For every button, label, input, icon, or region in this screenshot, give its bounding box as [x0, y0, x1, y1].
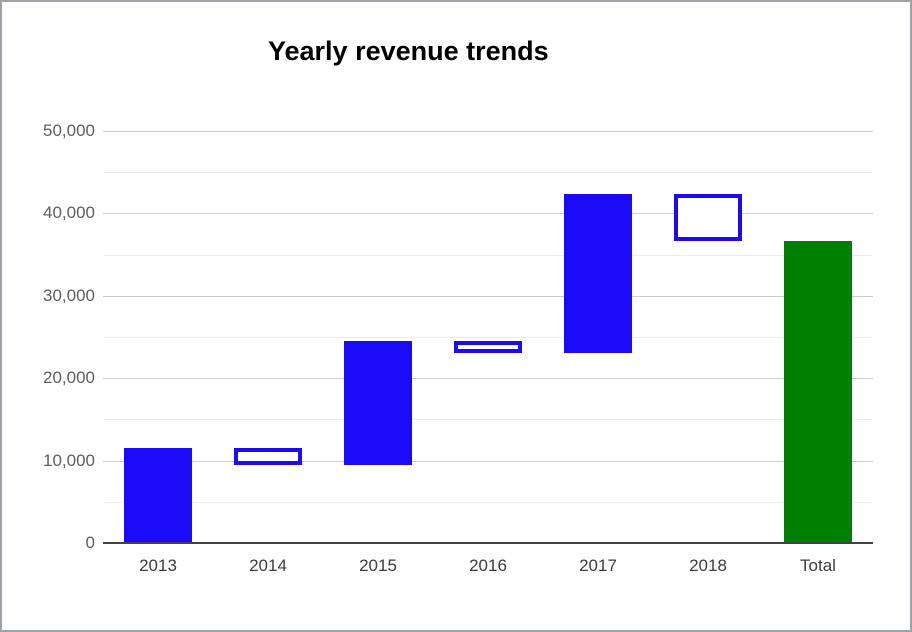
plot-area: 0 10,000 20,000 30,000 40,000 50,000 2013 2014… — [43, 121, 873, 575]
x-axis-baseline — [103, 542, 873, 544]
waterfall-bar-2013[interactable] — [124, 448, 192, 543]
waterfall-bar-2018[interactable] — [674, 194, 742, 242]
x-tick-label-2015: 2015 — [359, 556, 397, 575]
y-tick-label-20000: 20,000 — [43, 368, 95, 388]
x-tick-label-2013: 2013 — [139, 556, 177, 575]
x-tick-label-2016: 2016 — [469, 556, 507, 575]
waterfall-bar-total[interactable] — [784, 241, 852, 543]
waterfall-bar-2014[interactable] — [234, 448, 302, 465]
major-gridline — [103, 131, 873, 132]
major-gridline — [103, 378, 873, 380]
minor-gridline — [103, 419, 873, 421]
x-tick-label-2014: 2014 — [249, 556, 287, 575]
waterfall-bar-2017[interactable] — [564, 194, 632, 354]
y-tick-label-0: 0 — [85, 533, 95, 552]
y-tick-label-10000: 10,000 — [43, 450, 95, 470]
major-gridline — [103, 213, 873, 215]
major-gridline — [103, 460, 873, 462]
x-tick-label-total: Total — [800, 556, 836, 575]
waterfall-bar-2016[interactable] — [454, 341, 522, 354]
minor-gridline — [103, 337, 873, 338]
x-tick-label-2017: 2017 — [579, 556, 617, 575]
major-gridline — [103, 295, 873, 297]
minor-gridline — [103, 501, 873, 503]
y-tick-label-30000: 30,000 — [43, 285, 95, 305]
minor-gridline — [103, 254, 873, 256]
chart-title: Yearly revenue trends — [268, 36, 549, 66]
y-tick-label-40000: 40,000 — [43, 203, 95, 223]
minor-gridline — [103, 172, 873, 174]
x-tick-label-2018: 2018 — [689, 556, 727, 575]
y-tick-label-50000: 50,000 — [43, 121, 95, 140]
waterfall-bar-2015[interactable] — [344, 341, 412, 465]
